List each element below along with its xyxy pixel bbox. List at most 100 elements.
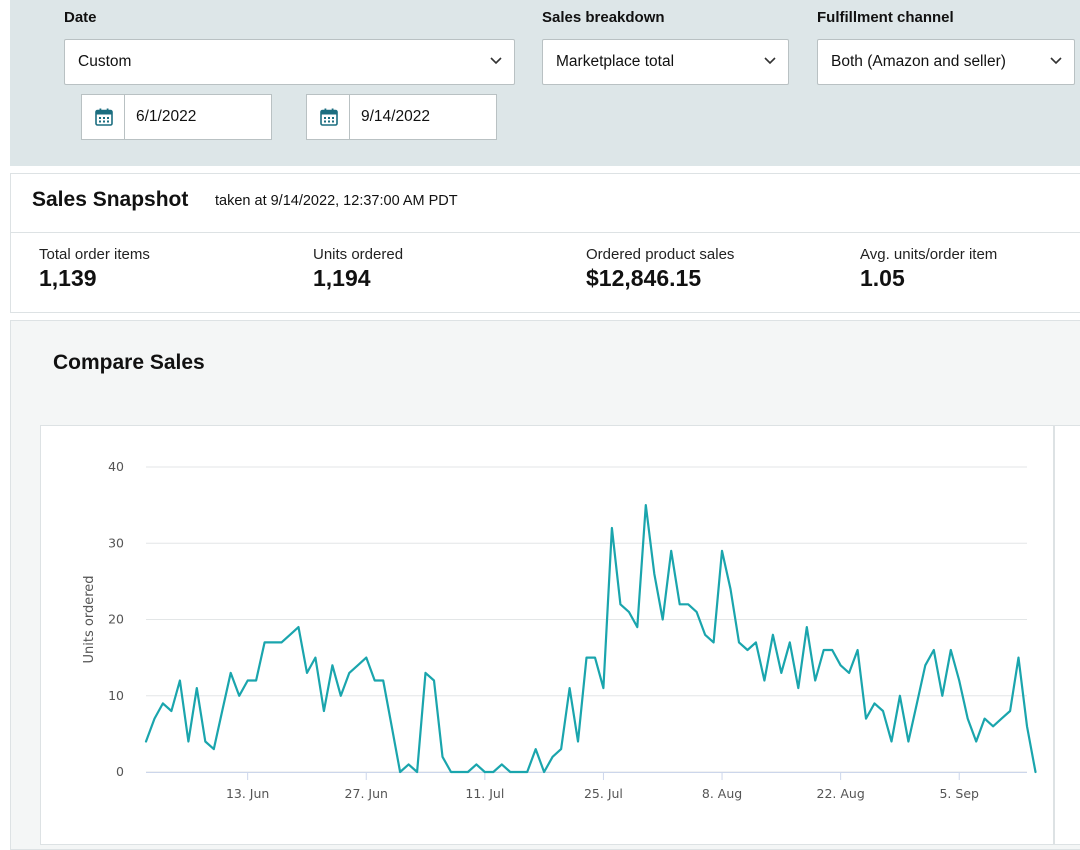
data-point: [881, 709, 885, 713]
metric-avg-units-per-order-item: Avg. units/order item 1.05: [860, 246, 997, 292]
data-point: [983, 717, 987, 721]
data-point: [381, 679, 385, 683]
data-point: [779, 671, 783, 675]
data-point: [1017, 656, 1021, 660]
data-point: [932, 648, 936, 652]
units-ordered-chart: 0 10 20 30 40 13. Jun 27. Jun 11. Jul 25. Jul 8. …: [40, 425, 1054, 845]
fulfillment-channel-label: Fulfillment channel: [817, 9, 954, 26]
data-point: [559, 747, 563, 751]
x-tick-label: 13. Jun: [226, 786, 269, 801]
data-point: [915, 701, 919, 705]
data-point: [220, 709, 224, 713]
data-point: [898, 694, 902, 698]
data-point: [991, 724, 995, 728]
data-point: [652, 572, 656, 576]
metric-label: Units ordered: [313, 246, 404, 263]
data-point: [576, 740, 580, 744]
sales-breakdown-select[interactable]: Marketplace total: [542, 39, 789, 85]
data-point: [949, 648, 953, 652]
fulfillment-channel-select[interactable]: Both (Amazon and seller): [817, 39, 1075, 85]
data-point: [974, 740, 978, 744]
data-point: [178, 679, 182, 683]
x-tick-label: 25. Jul: [584, 786, 623, 801]
data-point: [661, 618, 665, 622]
data-point: [568, 686, 572, 690]
chevron-down-icon: [1050, 57, 1062, 65]
compare-sales-title: Compare Sales: [53, 351, 205, 374]
data-point: [762, 679, 766, 683]
data-point: [517, 770, 521, 774]
data-point: [788, 640, 792, 644]
data-point: [720, 549, 724, 553]
data-point: [305, 671, 309, 675]
data-point: [356, 663, 360, 667]
start-date-input[interactable]: 6/1/2022: [81, 94, 272, 140]
data-point: [195, 686, 199, 690]
y-axis-title: Units ordered: [82, 576, 97, 664]
end-date-input[interactable]: 9/14/2022: [306, 94, 497, 140]
data-point: [339, 694, 343, 698]
data-point: [373, 679, 377, 683]
data-point: [856, 648, 860, 652]
data-point: [186, 740, 190, 744]
calendar-button[interactable]: [307, 95, 350, 139]
data-point: [525, 770, 529, 774]
data-point: [746, 648, 750, 652]
data-point: [153, 717, 157, 721]
fulfillment-channel-value: Both (Amazon and seller): [831, 53, 1006, 70]
data-point: [322, 709, 326, 713]
data-point: [457, 770, 461, 774]
calendar-icon: [95, 108, 113, 126]
data-point: [212, 747, 216, 751]
sales-breakdown-value: Marketplace total: [556, 53, 675, 70]
data-point: [407, 762, 411, 766]
data-point: [390, 724, 394, 728]
data-point: [686, 602, 690, 606]
metric-ordered-product-sales: Ordered product sales $12,846.15: [586, 246, 734, 292]
data-point: [330, 663, 334, 667]
calendar-icon: [320, 108, 338, 126]
data-point: [474, 762, 478, 766]
metric-value: 1,194: [313, 265, 371, 291]
data-point: [229, 671, 233, 675]
date-range-select[interactable]: Custom: [64, 39, 515, 85]
chevron-down-icon: [764, 57, 776, 65]
metric-total-order-items: Total order items 1,139: [39, 246, 150, 292]
data-point: [957, 679, 961, 683]
data-point: [432, 679, 436, 683]
chart-svg: 0 10 20 30 40 13. Jun 27. Jun 11. Jul 25. Jul 8. …: [82, 459, 1038, 801]
x-tick-label: 8. Aug: [702, 786, 742, 801]
data-point: [796, 686, 800, 690]
data-point: [288, 633, 292, 637]
data-point: [534, 747, 538, 751]
data-point: [585, 656, 589, 660]
data-point: [940, 694, 944, 698]
data-point: [449, 770, 453, 774]
data-point: [1034, 770, 1038, 774]
x-tick-label: 11. Jul: [465, 786, 504, 801]
data-point: [635, 625, 639, 629]
data-point: [1025, 724, 1029, 728]
x-tick-label: 27. Jun: [345, 786, 388, 801]
data-point: [313, 656, 317, 660]
compare-sales-panel: Compare Sales 0 10 20 30 40 13. Jun 27. Jun 11.…: [10, 320, 1080, 850]
data-point: [729, 587, 733, 591]
data-point: [966, 717, 970, 721]
chevron-down-icon: [490, 57, 502, 65]
data-point: [237, 694, 241, 698]
data-point: [271, 640, 275, 644]
x-tick-label: 5. Sep: [939, 786, 979, 801]
data-point: [610, 526, 614, 530]
data-point: [508, 770, 512, 774]
data-point: [754, 640, 758, 644]
data-point: [203, 740, 207, 744]
data-point: [144, 740, 148, 744]
data-point: [169, 709, 173, 713]
data-point: [873, 701, 877, 705]
data-point: [695, 610, 699, 614]
data-point: [1000, 717, 1004, 721]
data-point: [246, 679, 250, 683]
end-date-value: 9/14/2022: [361, 108, 430, 125]
calendar-button[interactable]: [82, 95, 125, 139]
data-point: [601, 686, 605, 690]
